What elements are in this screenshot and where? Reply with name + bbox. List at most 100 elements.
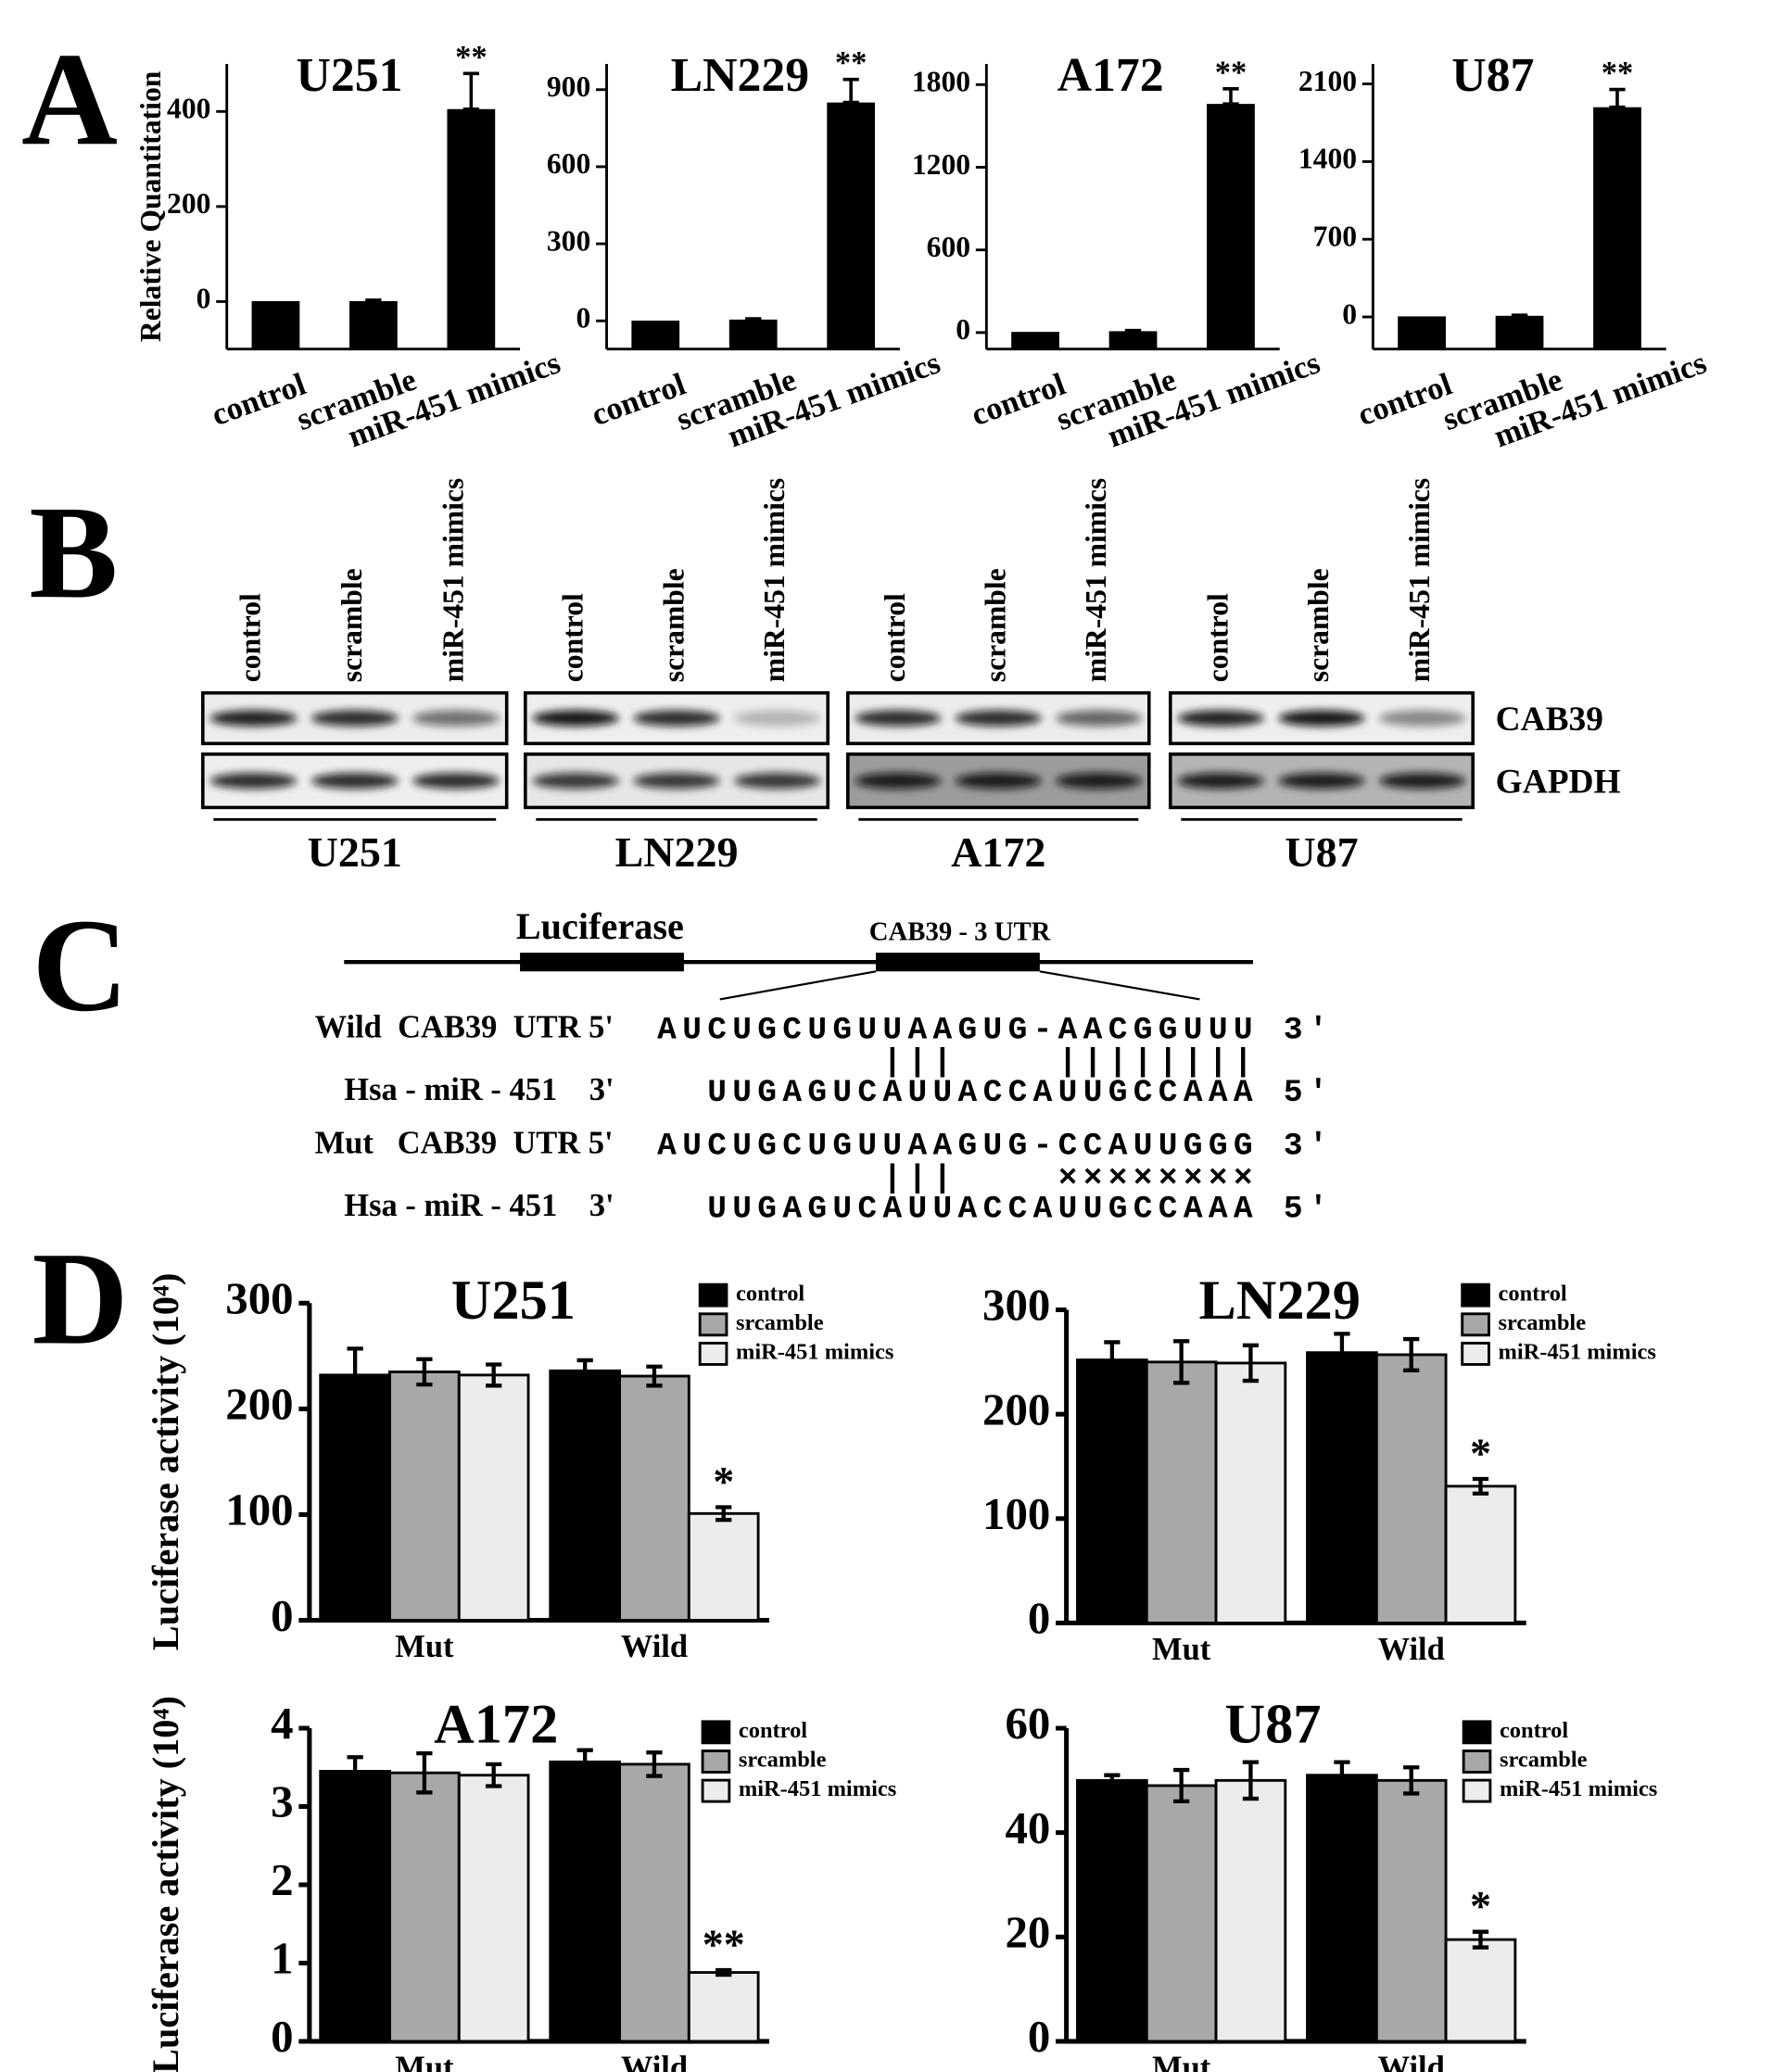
y-tick-label: 4: [271, 1698, 293, 1749]
legend-label: srcamble: [736, 1310, 824, 1335]
significance-label: *: [1470, 1430, 1491, 1477]
lane-label: scramble: [1302, 568, 1335, 682]
chart-title: U87: [1225, 1693, 1322, 1755]
bar: [349, 300, 398, 349]
lane-label: miR-451 mimics: [437, 478, 469, 682]
bar: [1145, 1360, 1218, 1624]
zoom-line: [1039, 970, 1200, 1001]
y-tick-label: 100: [982, 1488, 1050, 1539]
lane-label: miR-451 mimics: [1403, 478, 1436, 682]
blot-band: [310, 773, 399, 790]
chart-title: U87: [1451, 49, 1534, 102]
bar: [1214, 1361, 1287, 1624]
y-tick-label: 40: [1005, 1802, 1050, 1853]
bar: [827, 102, 876, 349]
blot-band: [855, 773, 942, 790]
y-tick-label: 0: [1028, 2011, 1050, 2062]
legend-swatch: [1462, 1750, 1492, 1774]
legend-swatch: [701, 1720, 731, 1745]
legend-swatch: [701, 1750, 731, 1774]
y-axis-label: Relative Quantitation: [134, 70, 167, 342]
cell-line-label: LN229: [615, 828, 739, 876]
pairing-marks: |||: [882, 1044, 957, 1080]
blot-band: [633, 773, 720, 790]
blot-band: [209, 710, 298, 726]
sequence: UUGAGUCAUUACCAUUGCCAAA 5': [707, 1075, 1334, 1111]
blot-band: [1379, 773, 1466, 790]
y-tick-label: 0: [271, 1590, 293, 1641]
bar: [388, 1771, 461, 2043]
y-tick-label: 300: [225, 1273, 293, 1324]
blot-band: [633, 710, 720, 726]
y-tick-label: 3: [271, 1776, 293, 1827]
y-tick-label: 0: [956, 313, 970, 346]
blot-band: [1379, 710, 1466, 726]
legend-swatch: [1461, 1342, 1490, 1366]
significance-label: **: [1602, 56, 1634, 91]
utr-box: [875, 953, 1040, 972]
bar: [549, 1369, 621, 1622]
bar: [1444, 1938, 1517, 2043]
blot-band: [412, 773, 500, 790]
y-tick-label: 0: [196, 283, 211, 315]
legend-swatch: [1461, 1312, 1490, 1337]
y-tick-label: 0: [576, 302, 590, 335]
blot-band: [209, 773, 298, 790]
luciferase-box: [520, 953, 684, 972]
bar: [631, 320, 680, 349]
bar: [728, 319, 778, 349]
blot-band: [1177, 773, 1264, 790]
bar: [618, 1762, 690, 2043]
sequence: AUCUGCUGUUAAGUG-CCAUUGGG 3': [657, 1129, 1334, 1165]
legend-swatch: [698, 1282, 728, 1308]
y-tick-label: 1800: [912, 66, 970, 98]
bar: [1593, 107, 1641, 349]
pairing-marks: |||: [882, 1160, 957, 1196]
blot-band: [734, 710, 821, 726]
y-tick-label: 200: [982, 1383, 1050, 1434]
legend-label: srcamble: [1500, 1748, 1588, 1773]
legend-label: control: [739, 1718, 807, 1743]
x-tick-label: Mut: [1152, 1632, 1211, 1667]
bar: [1398, 316, 1446, 349]
bar: [618, 1374, 690, 1622]
x-tick-label: Wild: [621, 2050, 688, 2072]
legend-swatch: [1462, 1778, 1492, 1803]
bar: [1306, 1351, 1378, 1624]
lane-label: control: [879, 593, 911, 682]
sequence-row-label: Hsa - miR - 451 3': [344, 1072, 614, 1107]
legend-label: srcamble: [739, 1748, 827, 1773]
legend-swatch: [698, 1312, 728, 1337]
bar: [457, 1774, 530, 2043]
lane-label: control: [556, 593, 589, 682]
bar: [1108, 331, 1158, 349]
blot-band: [1278, 773, 1365, 790]
pairing-marks: ××××××××: [1058, 1160, 1259, 1196]
y-tick-label: 20: [1005, 1907, 1050, 1958]
bar: [687, 1511, 760, 1622]
legend-label: miR-451 mimics: [739, 1776, 896, 1801]
bar: [1076, 1778, 1148, 2043]
significance-label: **: [835, 45, 868, 81]
legend-label: control: [1499, 1281, 1567, 1306]
lane-label: control: [234, 593, 267, 682]
bar: [1444, 1485, 1517, 1624]
cell-line-label: U87: [1285, 828, 1358, 876]
bar: [447, 108, 496, 349]
blot-band: [1278, 710, 1365, 726]
pairing-marks: ||||||||: [1058, 1044, 1259, 1080]
bar: [319, 1770, 391, 2043]
lane-label: scramble: [336, 568, 368, 682]
bar: [388, 1371, 461, 1622]
y-tick-label: 1400: [1298, 143, 1357, 175]
blot-band: [532, 773, 619, 790]
legend-swatch: [1461, 1282, 1490, 1308]
y-tick-label: 2100: [1298, 65, 1357, 97]
blot-band: [412, 710, 500, 726]
blot-band: [1056, 710, 1143, 726]
bar: [251, 300, 300, 349]
construct-label: CAB39 - 3 UTR: [869, 917, 1052, 947]
x-tick-label: Mut: [1152, 2050, 1211, 2072]
blot-band: [532, 710, 619, 726]
